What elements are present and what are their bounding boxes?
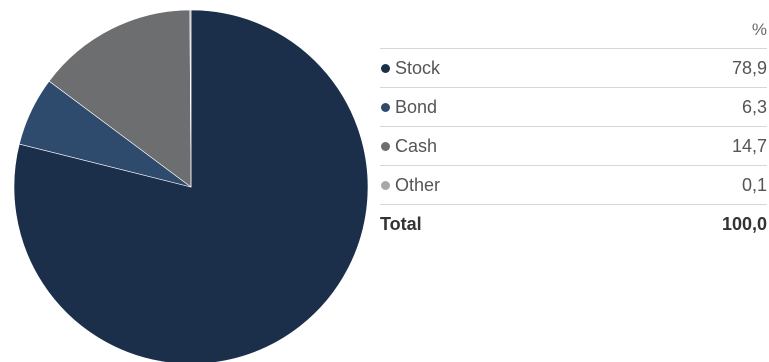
row-bond: Bond 6,3 <box>380 88 767 127</box>
total-value: 100,0 <box>721 213 767 234</box>
other-legend-dot <box>381 180 390 190</box>
row-other: Other 0,1 <box>380 166 767 205</box>
pie-chart <box>0 0 375 362</box>
row-cash: Cash 14,7 <box>380 127 767 166</box>
bond-legend-dot <box>381 102 390 112</box>
stock-legend-dot <box>381 63 390 73</box>
table-header: % <box>380 12 767 49</box>
bond-label: Bond <box>395 96 438 117</box>
pie-slice-cash <box>48 9 192 188</box>
row-stock: Stock 78,9 <box>380 49 767 88</box>
row-total: Total 100,0 <box>380 205 767 243</box>
cash-legend-dot <box>381 141 390 151</box>
pie-slice-stock <box>13 9 369 362</box>
total-label: Total <box>380 213 422 234</box>
other-value: 0,1 <box>741 174 767 195</box>
pie-slice-other <box>189 9 192 188</box>
pie-svg <box>13 9 369 362</box>
bond-value: 6,3 <box>741 96 767 117</box>
stock-label: Stock <box>395 57 441 78</box>
unit-header: % <box>751 20 767 39</box>
cash-value: 14,7 <box>731 135 767 156</box>
other-label: Other <box>395 174 441 195</box>
allocation-table: % Stock 78,9 Bond 6,3 Cash 14,7 Other 0,… <box>380 12 767 243</box>
stock-value: 78,9 <box>731 57 767 78</box>
cash-label: Cash <box>395 135 438 156</box>
